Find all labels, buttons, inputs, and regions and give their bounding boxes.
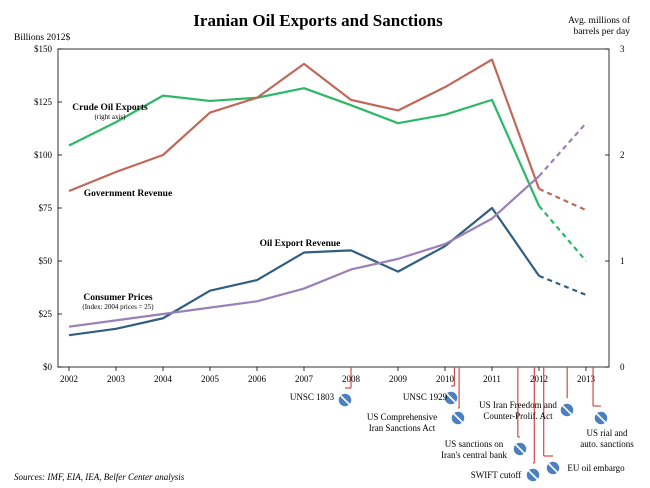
annotation-label: Iran's central bank xyxy=(441,450,508,460)
annotation-label: US Comprehensive xyxy=(367,412,437,422)
prohibited-icon-slash xyxy=(445,392,457,404)
series-label-0: Crude Oil Exports xyxy=(72,103,148,113)
series-line-1 xyxy=(68,58,541,193)
prohibited-icon-slash xyxy=(595,412,607,424)
x-tick-label: 2012 xyxy=(530,374,548,384)
series-sublabel-3: (Index: 2004 prices = 25) xyxy=(82,303,154,311)
series-label-3: Consumer Prices xyxy=(83,293,153,303)
series-projection-3 xyxy=(538,122,587,177)
x-tick-label: 2003 xyxy=(107,374,126,384)
left-tick-label: $125 xyxy=(34,97,53,107)
series-lines xyxy=(68,58,587,337)
annotation-label: US rial and xyxy=(587,428,628,438)
x-tick-label: 2006 xyxy=(248,374,267,384)
annotation-label: US Iran Freedom and xyxy=(479,400,557,410)
prohibited-icon-slash xyxy=(339,394,351,406)
annotation-label: UNSC 1929 xyxy=(403,392,448,402)
prohibited-icon-slash xyxy=(561,404,573,416)
series-label-1: Government Revenue xyxy=(84,189,172,199)
series-labels: Crude Oil Exports(right axis) Government … xyxy=(72,103,340,311)
prohibited-icon-slash xyxy=(527,469,539,481)
series-projection-0 xyxy=(538,205,587,262)
right-tick-label: 1 xyxy=(620,256,625,266)
series-line-3 xyxy=(68,175,540,328)
series-projection-1 xyxy=(538,187,587,212)
annotation-label: SWIFT cutoff xyxy=(471,470,521,480)
right-axis-ticks: 0 1 2 3 xyxy=(605,44,625,372)
x-axis-ticks: 2002 2003 2004 2005 2006 2007 2008 2009 2010 2011… xyxy=(60,367,596,384)
annotation-label: Iran Sanctions Act xyxy=(369,423,436,433)
left-tick-label: $150 xyxy=(34,44,53,54)
plot-frame xyxy=(57,48,610,368)
annotation-label: EU oil embargo xyxy=(567,463,625,473)
series-line-0 xyxy=(68,87,541,207)
x-tick-label: 2007 xyxy=(295,374,314,384)
x-tick-label: 2009 xyxy=(389,374,408,384)
left-tick-label: $50 xyxy=(39,256,53,266)
x-tick-label: 2010 xyxy=(436,374,455,384)
prohibited-icon-slash xyxy=(514,443,526,455)
right-axis-label-line: Avg. millions of xyxy=(568,15,631,26)
annotation-label: US sanctions on xyxy=(445,439,504,449)
left-axis-ticks: $0 $25 $50 $75 $100 $125 $150 xyxy=(34,44,62,372)
chart-title: Iranian Oil Exports and Sanctions xyxy=(193,11,443,30)
annotation-label: UNSC 1803 xyxy=(290,392,335,402)
right-tick-label: 2 xyxy=(620,150,625,160)
right-tick-label: 3 xyxy=(620,44,625,54)
annotation-label: auto. sanctions xyxy=(580,439,634,449)
x-tick-label: 2011 xyxy=(483,374,501,384)
series-line-2 xyxy=(68,206,540,337)
source-note: Sources: IMF, EIA, IEA, Belfer Center an… xyxy=(14,472,185,482)
series-label-2: Oil Export Revenue xyxy=(260,239,341,249)
left-tick-label: $100 xyxy=(34,150,53,160)
left-tick-label: $25 xyxy=(39,309,53,319)
prohibited-icon-slash xyxy=(547,462,559,474)
left-tick-label: $0 xyxy=(43,362,53,372)
x-tick-label: 2004 xyxy=(154,374,173,384)
x-tick-label: 2002 xyxy=(60,374,78,384)
x-tick-label: 2013 xyxy=(577,374,596,384)
left-axis-label: Billions 2012$ xyxy=(14,32,70,43)
series-projection-2 xyxy=(538,274,587,296)
prohibited-icon-slash xyxy=(452,412,464,424)
right-axis-label-line: barrels per day xyxy=(574,27,631,37)
series-sublabel-0: (right axis) xyxy=(95,113,127,121)
x-tick-label: 2005 xyxy=(201,374,220,384)
left-tick-label: $75 xyxy=(39,203,53,213)
right-tick-label: 0 xyxy=(620,362,625,372)
annotation-label: Counter-Prolif. Act xyxy=(483,411,553,421)
